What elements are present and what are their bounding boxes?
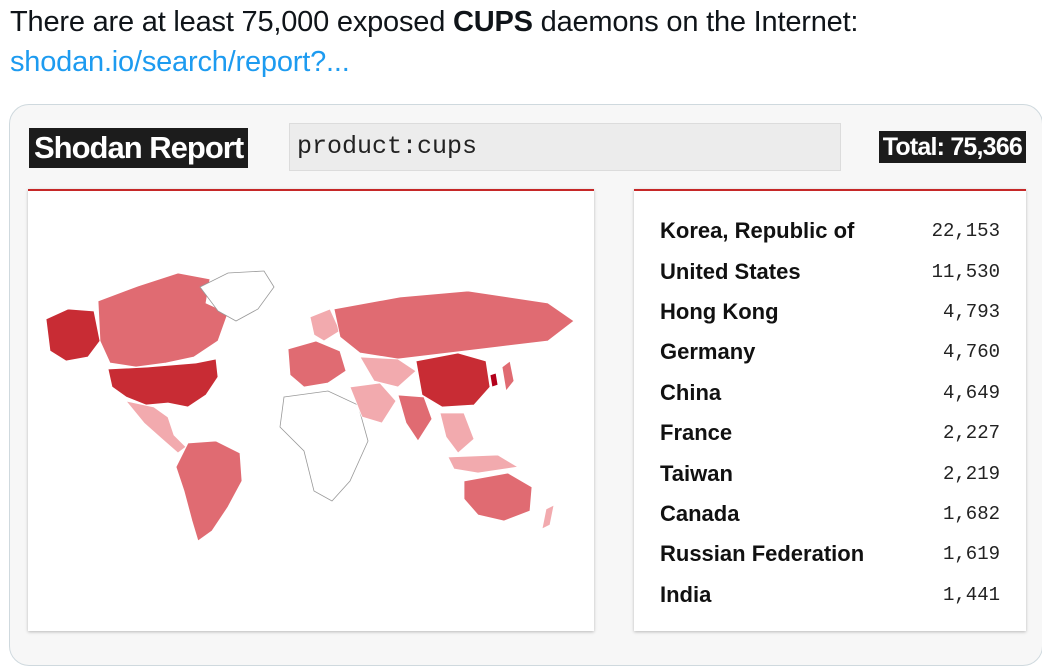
country-name: Russian Federation (660, 541, 865, 567)
map-se-asia (439, 412, 475, 454)
map-africa (279, 390, 369, 502)
country-name: Korea, Republic of (660, 218, 855, 244)
map-korea (489, 372, 499, 388)
map-usa (107, 358, 219, 408)
tweet-text: There are at least 75,000 exposed CUPS d… (10, 2, 858, 82)
report-title: Shodan Report (29, 128, 249, 168)
country-count: 1,682 (942, 502, 1000, 525)
query-box: product:cups (289, 123, 841, 171)
country-count: 2,219 (942, 462, 1000, 485)
map-canada (97, 272, 229, 368)
country-row[interactable]: India 1,441 (660, 575, 1000, 615)
country-count: 4,649 (942, 381, 1000, 404)
country-name: Taiwan (660, 460, 733, 486)
map-europe (287, 340, 347, 388)
map-india (397, 394, 433, 442)
country-name: Germany (660, 339, 756, 365)
report-card[interactable]: Shodan Report product:cups Total: 75,366 (9, 104, 1042, 666)
country-row[interactable]: France 2,227 (660, 413, 1000, 453)
country-list-panel: Korea, Republic of 22,153 United States 11,… (634, 189, 1026, 631)
map-china (415, 352, 491, 408)
country-count: 22,153 (931, 220, 1000, 243)
country-row[interactable]: Hong Kong 4,793 (660, 292, 1000, 332)
total-badge: Total: 75,366 (878, 131, 1026, 163)
country-count: 1,619 (942, 543, 1000, 566)
tweet-text-bold: CUPS (453, 6, 533, 38)
country-name: France (660, 420, 733, 446)
map-new-zealand (541, 504, 555, 530)
country-list: Korea, Republic of 22,153 United States 11,… (660, 211, 1000, 615)
country-count: 4,793 (942, 300, 1000, 323)
map-russia (333, 290, 575, 360)
map-alaska (45, 308, 101, 362)
map-mexico (124, 400, 187, 454)
map-scandinavia (309, 308, 341, 342)
tweet-text-before: There are at least 75,000 exposed (10, 6, 453, 38)
country-row[interactable]: Korea, Republic of 22,153 (660, 211, 1000, 251)
country-name: China (660, 379, 722, 405)
report-link[interactable]: shodan.io/search/report?... (10, 46, 350, 78)
tweet-text-after: daemons on the Internet: (532, 6, 859, 38)
country-row[interactable]: United States 11,530 (660, 251, 1000, 291)
country-name: India (660, 581, 712, 607)
country-row[interactable]: Germany 4,760 (660, 332, 1000, 372)
country-count: 1,441 (942, 583, 1000, 606)
map-south-america (175, 440, 243, 542)
map-greenland (199, 270, 275, 322)
map-indonesia (447, 454, 520, 474)
country-count: 2,227 (942, 422, 1000, 445)
map-japan (501, 360, 515, 392)
country-name: United States (660, 258, 801, 284)
country-count: 11,530 (931, 260, 1000, 283)
country-row[interactable]: China 4,649 (660, 373, 1000, 413)
map-middle-east (349, 382, 397, 424)
world-map-panel (28, 189, 594, 631)
country-row[interactable]: Russian Federation 1,619 (660, 534, 1000, 574)
country-name: Canada (660, 500, 740, 526)
country-name: Hong Kong (660, 298, 779, 324)
world-map (45, 270, 575, 542)
map-australia (463, 472, 533, 522)
country-row[interactable]: Canada 1,682 (660, 494, 1000, 534)
country-count: 4,760 (942, 341, 1000, 364)
country-row[interactable]: Taiwan 2,219 (660, 453, 1000, 493)
map-central-asia (359, 356, 417, 388)
